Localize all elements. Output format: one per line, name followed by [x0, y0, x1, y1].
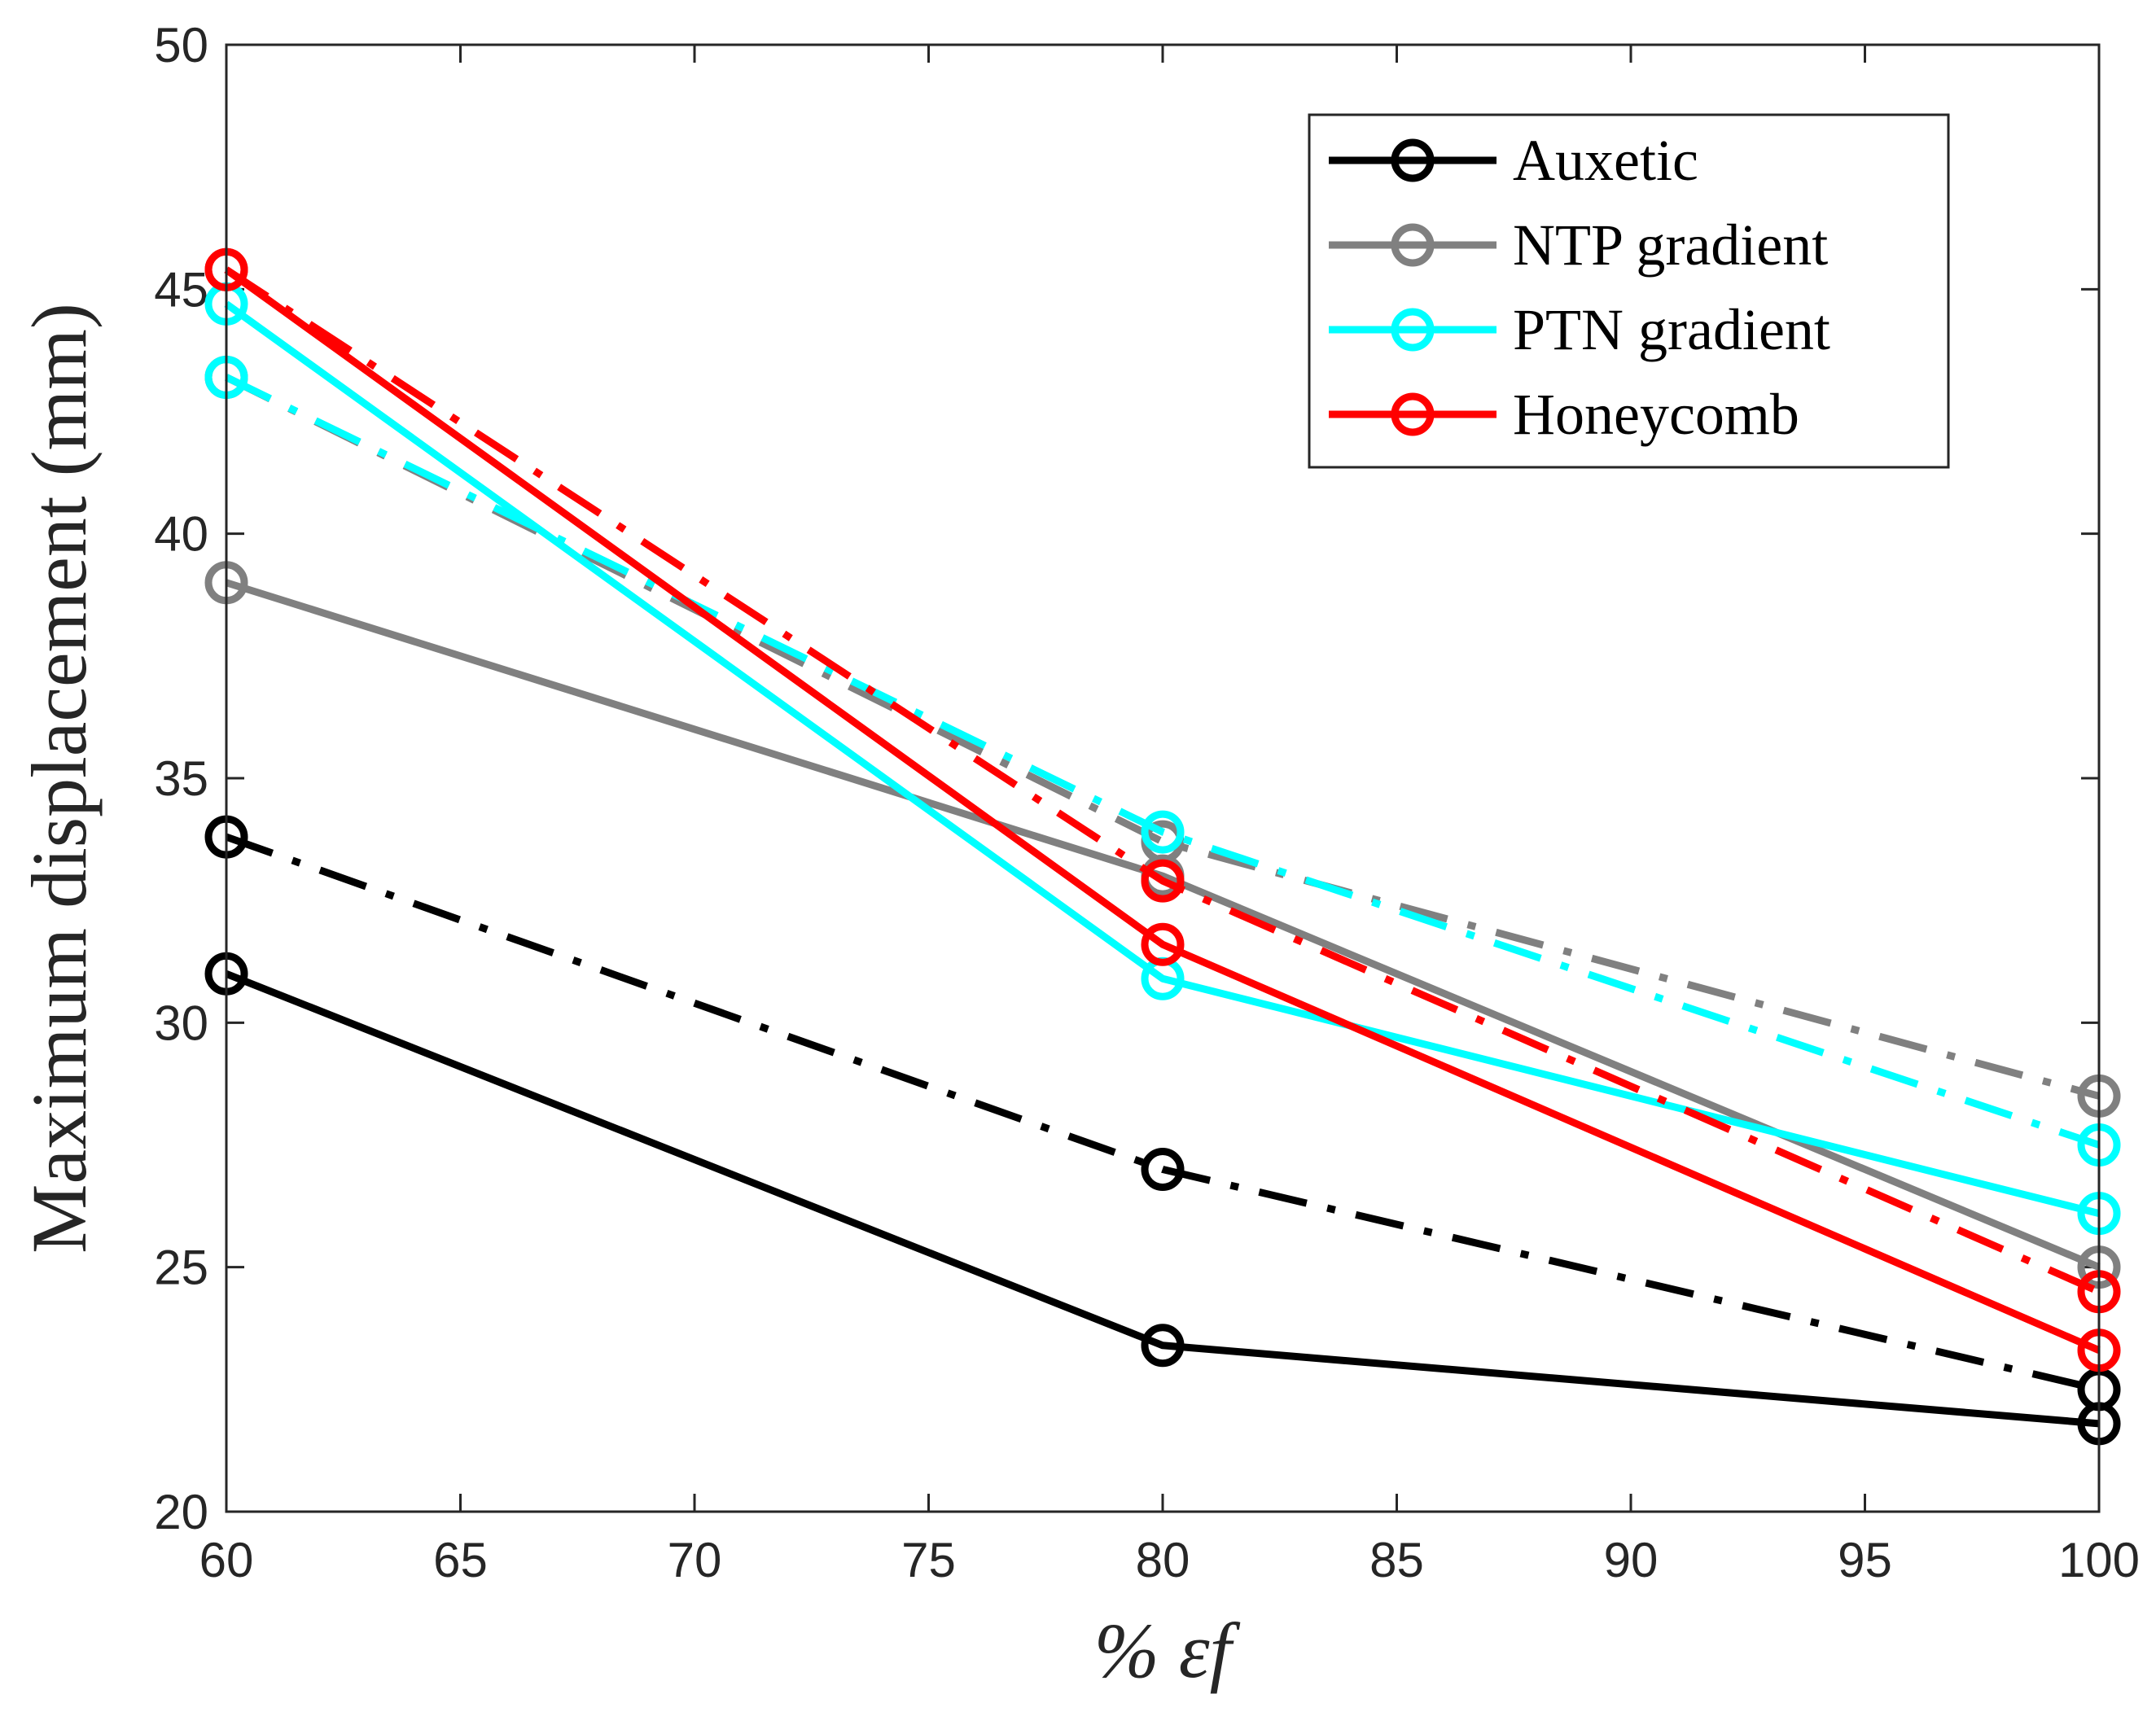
- legend-label: Auxetic: [1513, 128, 1698, 193]
- x-tick-label: 85: [1369, 1533, 1424, 1587]
- legend-box: [1308, 113, 1950, 469]
- y-tick-label: 50: [154, 18, 208, 72]
- data-point: [1141, 1324, 1185, 1368]
- legend-label: NTP gradient: [1513, 212, 1828, 278]
- data-point: [1141, 1148, 1185, 1192]
- y-tick-label: 45: [154, 262, 208, 317]
- legend-marker: [1391, 138, 1435, 182]
- legend-item: PTN gradient: [1329, 297, 1830, 362]
- legend-label: Honeycomb: [1513, 382, 1799, 447]
- x-tick-label: 80: [1136, 1533, 1190, 1587]
- series-line: [224, 374, 2101, 1100]
- legend-item: Honeycomb: [1329, 382, 1799, 447]
- x-tick-label: 95: [1838, 1533, 1892, 1587]
- y-tick-label: 35: [154, 751, 208, 806]
- data-point: [1141, 922, 1185, 966]
- x-tick-label: 90: [1604, 1533, 1659, 1587]
- series-line: [225, 833, 2101, 1394]
- x-tick-label: 75: [901, 1533, 956, 1587]
- series-line: [224, 266, 2101, 1354]
- axis-ticks: 60 65 70 75 80 85 90 95 100 20 25 30 35 40 45 50: [154, 18, 2140, 1587]
- legend: Auxetic NTP gradient PTN gradient Honeycomb: [1308, 113, 1950, 469]
- series-line: [225, 970, 2100, 1428]
- series-line: [225, 374, 2101, 1149]
- legend-label: PTN gradient: [1513, 297, 1830, 362]
- legend-marker: [1391, 392, 1435, 436]
- legend-item: Auxetic: [1329, 128, 1698, 193]
- data-point: [1141, 859, 1185, 903]
- legend-item: NTP gradient: [1329, 212, 1828, 278]
- y-tick-label: 30: [154, 996, 208, 1050]
- x-tick-label: 100: [2058, 1533, 2140, 1587]
- x-tick-label: 65: [433, 1533, 488, 1587]
- y-tick-label: 25: [154, 1241, 208, 1295]
- y-tick-label: 20: [154, 1485, 208, 1539]
- y-axis-label: Maximum displacement (mm): [15, 303, 103, 1254]
- x-axis-label: % εf: [1094, 1607, 1241, 1694]
- series-line: [224, 300, 2101, 1217]
- x-tick-label: 70: [668, 1533, 722, 1587]
- legend-marker: [1391, 308, 1435, 352]
- legend-marker: [1391, 223, 1435, 267]
- plot-frame: [225, 43, 2101, 1513]
- series-line: [224, 266, 2101, 1295]
- data-point: [1141, 810, 1185, 854]
- x-tick-label: 60: [199, 1533, 254, 1587]
- y-tick-label: 40: [154, 507, 208, 562]
